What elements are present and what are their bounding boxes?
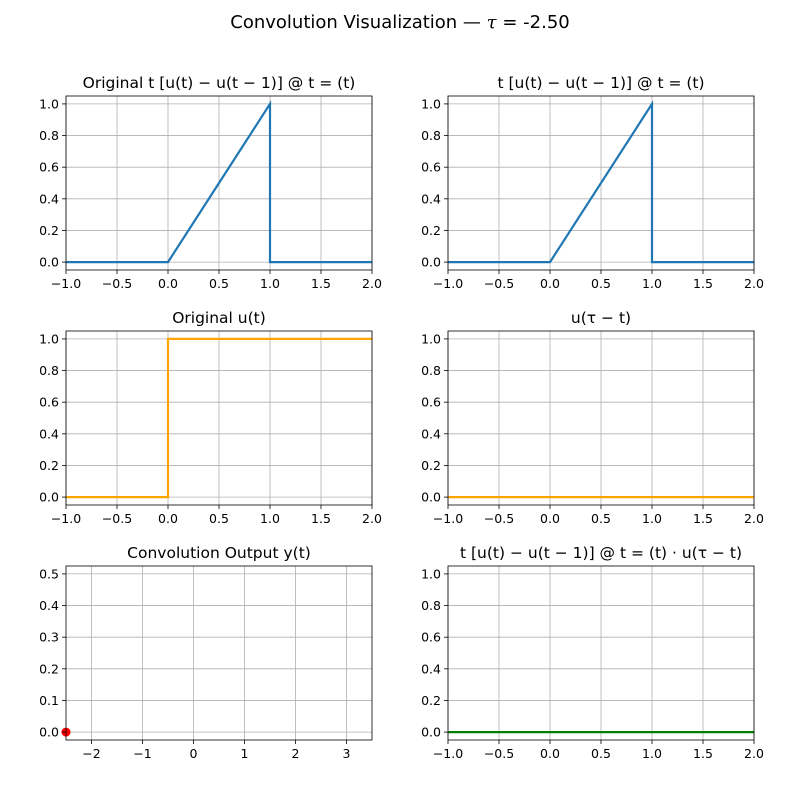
y-tick-label: 0.8 xyxy=(421,598,441,613)
subplot-p3: −1.0 −0.5 0.0 0.5 1.0 1.5 2.0 0.0 0.2 0.4 0.6 0.8 1.… xyxy=(39,309,382,526)
y-tick-label: 0.2 xyxy=(421,223,441,238)
y-tick-label: 0.0 xyxy=(39,490,59,505)
y-tick-label: 0.4 xyxy=(421,426,441,441)
y-tick-label: 0.2 xyxy=(39,661,59,676)
subplot-p2: −1.0 −0.5 0.0 0.5 1.0 1.5 2.0 0.0 0.2 0.4 0.6 0.8 1.… xyxy=(421,74,764,291)
x-tick-label: 2.0 xyxy=(362,511,382,526)
y-tick-label: 0.2 xyxy=(421,458,441,473)
figure-title-suffix: = -2.50 xyxy=(496,12,570,33)
series-line-0 xyxy=(66,100,372,264)
x-tick-label: 1.0 xyxy=(642,511,662,526)
x-tick-label: 0.5 xyxy=(591,746,611,761)
x-tick-label: 0.5 xyxy=(209,276,229,291)
x-tick-label: 1.5 xyxy=(311,511,331,526)
y-tick-label: 0.2 xyxy=(421,693,441,708)
x-tick-label: −1 xyxy=(133,746,151,761)
y-tick-label: 0.6 xyxy=(39,395,59,410)
subplot-p5: −2 −1 0 1 2 3 0.0 0.1 0.2 0.3 0.4 0.5 Convolution Ou… xyxy=(39,544,373,761)
axes-frame xyxy=(65,565,373,741)
y-tick-label: 0.0 xyxy=(39,255,59,270)
x-tick-label: −0.5 xyxy=(484,746,514,761)
x-tick-label: −0.5 xyxy=(484,511,514,526)
subplot-title: Original t [u(t) − u(t − 1)] @ t = (t) xyxy=(83,74,356,92)
y-tick-label: 0.2 xyxy=(39,223,59,238)
x-tick-label: 0.0 xyxy=(540,276,560,291)
x-tick-label: 1.0 xyxy=(260,276,280,291)
y-tick-label: 0.4 xyxy=(39,426,59,441)
x-tick-label: 1.0 xyxy=(642,276,662,291)
x-tick-label: −0.5 xyxy=(102,511,132,526)
x-tick-label: 0.0 xyxy=(158,276,178,291)
y-tick-label: 0.1 xyxy=(39,693,59,708)
y-tick-label: 0.2 xyxy=(39,458,59,473)
x-tick-label: 1.0 xyxy=(260,511,280,526)
x-tick-label: −1.0 xyxy=(433,276,463,291)
x-tick-label: −1.0 xyxy=(51,511,81,526)
subplot-title: Convolution Output y(t) xyxy=(127,544,311,562)
series-line-0 xyxy=(66,337,372,499)
x-tick-label: 3 xyxy=(343,746,351,761)
y-tick-label: 0.3 xyxy=(39,630,59,645)
x-tick-label: −0.5 xyxy=(484,276,514,291)
y-tick-label: 0.4 xyxy=(421,661,441,676)
y-tick-label: 0.0 xyxy=(421,490,441,505)
y-tick-label: 0.6 xyxy=(421,395,441,410)
y-tick-label: 0.0 xyxy=(421,255,441,270)
x-tick-label: 0.0 xyxy=(540,746,560,761)
x-tick-label: 1.5 xyxy=(693,511,713,526)
subplot-p4: −1.0 −0.5 0.0 0.5 1.0 1.5 2.0 0.0 0.2 0.4 0.6 0.8 1.… xyxy=(421,309,764,526)
y-tick-label: 0.4 xyxy=(39,598,59,613)
y-tick-label: 0.0 xyxy=(39,725,59,740)
x-tick-label: 2 xyxy=(292,746,300,761)
x-tick-label: 2.0 xyxy=(362,276,382,291)
y-tick-label: 1.0 xyxy=(421,96,441,111)
subplot-title: Original u(t) xyxy=(172,309,266,327)
figure-title-symbol: τ xyxy=(486,12,497,33)
y-tick-label: 0.4 xyxy=(39,191,59,206)
x-tick-label: −2 xyxy=(82,746,100,761)
x-tick-label: 1.5 xyxy=(693,276,713,291)
figure-title-prefix: Convolution Visualization — xyxy=(230,12,487,33)
y-tick-label: 1.0 xyxy=(39,331,59,346)
subplot-title: t [u(t) − u(t − 1)] @ t = (t) · u(τ − t) xyxy=(460,544,742,562)
y-tick-label: 0.8 xyxy=(421,128,441,143)
x-tick-label: 0.0 xyxy=(158,511,178,526)
x-tick-label: 0.5 xyxy=(591,276,611,291)
y-tick-label: 0.6 xyxy=(421,160,441,175)
x-tick-label: 0 xyxy=(190,746,198,761)
x-tick-label: 1.0 xyxy=(642,746,662,761)
y-tick-label: 0.6 xyxy=(421,630,441,645)
x-tick-label: −1.0 xyxy=(433,746,463,761)
subplot-title: t [u(t) − u(t − 1)] @ t = (t) xyxy=(497,74,704,92)
x-tick-label: 2.0 xyxy=(744,746,764,761)
x-tick-label: 0.5 xyxy=(209,511,229,526)
x-tick-label: −0.5 xyxy=(102,276,132,291)
y-tick-label: 1.0 xyxy=(39,96,59,111)
x-tick-label: 0.0 xyxy=(540,511,560,526)
figure-title: Convolution Visualization — τ = -2.50 xyxy=(0,12,800,33)
x-tick-label: 2.0 xyxy=(744,511,764,526)
y-tick-label: 0.8 xyxy=(39,128,59,143)
x-tick-label: −1.0 xyxy=(51,276,81,291)
x-tick-label: 1.5 xyxy=(311,276,331,291)
subplot-p1: −1.0 −0.5 0.0 0.5 1.0 1.5 2.0 0.0 0.2 0.4 0.6 0.8 1.… xyxy=(39,74,382,291)
y-tick-label: 1.0 xyxy=(421,331,441,346)
y-tick-label: 1.0 xyxy=(421,566,441,581)
y-tick-label: 0.8 xyxy=(421,363,441,378)
series-line-0 xyxy=(448,100,754,264)
y-tick-label: 0.4 xyxy=(421,191,441,206)
subplot-title: u(τ − t) xyxy=(571,309,631,327)
x-tick-label: 1 xyxy=(241,746,249,761)
x-tick-label: 2.0 xyxy=(744,276,764,291)
x-tick-label: 1.5 xyxy=(693,746,713,761)
y-tick-label: 0.6 xyxy=(39,160,59,175)
y-tick-label: 0.8 xyxy=(39,363,59,378)
x-tick-label: −1.0 xyxy=(433,511,463,526)
x-tick-label: 0.5 xyxy=(591,511,611,526)
y-tick-label: 0.5 xyxy=(39,566,59,581)
subplot-p6: −1.0 −0.5 0.0 0.5 1.0 1.5 2.0 0.0 0.2 0.4 0.6 0.8 1.… xyxy=(421,544,764,761)
y-tick-label: 0.0 xyxy=(421,725,441,740)
